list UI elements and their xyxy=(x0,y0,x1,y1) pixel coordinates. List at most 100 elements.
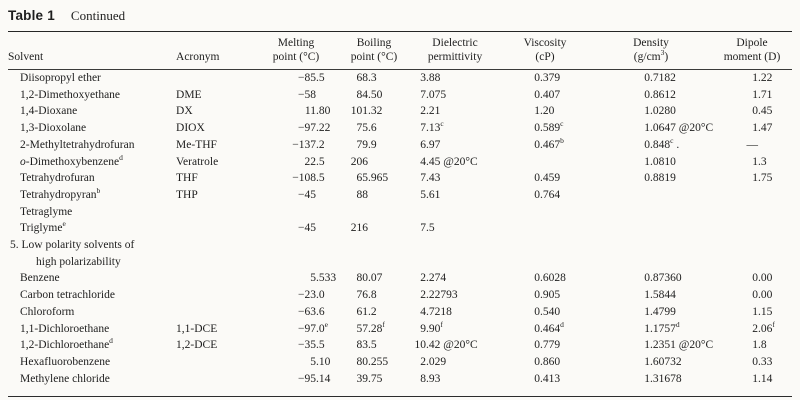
cell-solvent: Chloroform xyxy=(20,305,75,318)
cell-boiling-point: 216 xyxy=(350,222,368,235)
cell-density: 1.5844 xyxy=(644,289,676,302)
cell-dipole-moment: 1.15 xyxy=(752,305,773,318)
cell-boiling-point: 88 xyxy=(356,188,369,201)
cell-dipole-moment: 1.71 xyxy=(752,88,773,101)
cell-melting-point: −95.14 xyxy=(298,372,331,385)
bottom-rule xyxy=(8,396,792,398)
cell-dielectric-permittivity: 2.21 xyxy=(420,105,441,118)
cell-melting-point: 11.80 xyxy=(304,105,331,118)
cell-boiling-point: 68.3 xyxy=(356,72,377,84)
cell-melting-point: 5.10 xyxy=(310,355,331,368)
cell-acronym: THP xyxy=(176,188,198,201)
solvent-properties-table: Solvent Acronym Melting point (°C) Boiling p… xyxy=(8,32,792,387)
cell-acronym: DIOX xyxy=(176,122,205,135)
cell-viscosity: 1.20 xyxy=(534,105,555,118)
cell-viscosity: 0.540 xyxy=(534,305,561,318)
table-row: Carbon tetrachloride −23.0 76.8 2.22793 0.90… xyxy=(8,287,792,304)
cell-dipole-moment: 1.14 xyxy=(752,372,773,385)
cell-viscosity: 0.459 xyxy=(534,172,561,185)
cell-boiling-point: 79.9 xyxy=(356,138,377,151)
table-row: 1,3-Dioxolane DIOX −97.22 75.6 7.13c 0.589c 1.… xyxy=(8,120,792,137)
cell-viscosity: 0.779 xyxy=(534,339,561,352)
cell-viscosity: 0.379 xyxy=(534,72,561,84)
cell-density: 1.0280 xyxy=(644,105,676,118)
cell-dipole-moment: 1.75 xyxy=(752,172,773,185)
cell-boiling-point: 83.5 xyxy=(356,339,377,352)
cell-dielectric-permittivity: 2.029 xyxy=(420,355,447,368)
table-row: 1,2-Dimethoxyethane DME −58 84.50 7.075 0.407… xyxy=(8,87,792,104)
cell-solvent: Methylene chloride xyxy=(20,372,110,385)
table-row: 1,4-Dioxane DX 11.80 101.32 2.21 1.20 1.0280 0.… xyxy=(8,103,792,120)
cell-dipole-moment: 2.06f xyxy=(752,319,775,335)
cell-dipole-moment: 0.00 xyxy=(752,289,773,302)
table-row: Methylene chloride −95.14 39.75 8.93 0.413 1.… xyxy=(8,371,792,388)
table-row: 2-Methyltetrahydrofuran Me-THF −137.2 79.9 6… xyxy=(8,137,792,154)
cell-boiling-point: 57.28f xyxy=(356,319,385,335)
cell-dielectric-permittivity: 3.88 xyxy=(420,72,441,84)
table-row: Triglymee −45 216 7.5 xyxy=(8,220,792,237)
cell-boiling-point: 80.255 xyxy=(356,355,389,368)
table-row: o-Dimethoxybenzened Veratrole 22.5 206 4.45 … xyxy=(8,153,792,171)
cell-density xyxy=(590,204,712,221)
cell-solvent: 1,3-Dioxolane xyxy=(20,122,87,135)
cell-acronym: DME xyxy=(176,88,202,101)
cell-dielectric-permittivity: 2.274 xyxy=(420,272,447,285)
cell-acronym: Veratrole xyxy=(176,155,219,168)
cell-dipole-moment: — xyxy=(746,138,759,151)
cell-viscosity: 0.407 xyxy=(534,88,561,101)
table-row: Tetraglyme xyxy=(8,204,792,221)
cell-solvent: Tetrahydropyranb xyxy=(20,186,101,201)
cell-viscosity: 0.589c xyxy=(534,119,564,135)
cell-viscosity xyxy=(500,220,590,237)
cell-melting-point: 5.533 xyxy=(310,272,337,285)
cell-density: 0.87360 xyxy=(644,272,682,285)
cell-dipole-moment: 1.3 xyxy=(752,155,767,168)
cell-dipole-moment xyxy=(712,187,792,204)
cell-density: 0.8819 xyxy=(644,172,676,185)
col-header-density: Density (g/cm3) xyxy=(590,32,712,70)
section-header-cell: 5. Low polarity solvents of high polariza… xyxy=(10,239,135,268)
cell-solvent: Diisopropyl ether xyxy=(20,72,101,84)
cell-dielectric-permittivity xyxy=(410,204,500,221)
cell-dielectric-permittivity: 6.97 xyxy=(420,138,441,151)
cell-boiling-point: 76.8 xyxy=(356,289,377,302)
cell-melting-point: −45 xyxy=(298,188,316,201)
cell-acronym xyxy=(176,354,254,371)
cell-density: 1.1757d xyxy=(644,319,680,335)
cell-solvent: 1,2-Dichloroethaned xyxy=(20,336,113,352)
cell-boiling-point: 65.965 xyxy=(356,172,389,185)
cell-melting-point: −35.5 xyxy=(298,339,325,352)
cell-boiling-point: 61.2 xyxy=(356,305,377,318)
cell-viscosity: 0.413 xyxy=(534,372,561,385)
cell-dipole-moment: 0.33 xyxy=(752,355,773,368)
table-row: 1,2-Dichloroethaned 1,2-DCE −35.5 83.5 10.42… xyxy=(8,337,792,354)
cell-dipole-moment: 0.00 xyxy=(752,272,773,285)
cell-acronym xyxy=(176,204,254,221)
cell-dielectric-permittivity: 5.61 xyxy=(420,188,441,201)
section-header-row: 5. Low polarity solvents of high polariza… xyxy=(8,237,792,270)
col-header-viscosity: Viscosity (cP) xyxy=(500,32,590,70)
col-header-solvent: Solvent xyxy=(8,32,176,70)
cell-viscosity: 0.467b xyxy=(534,135,564,151)
cell-viscosity xyxy=(500,204,590,221)
cell-solvent: 1,4-Dioxane xyxy=(20,105,78,118)
cell-melting-point xyxy=(254,204,338,221)
cell-solvent: 2-Methyltetrahydrofuran xyxy=(20,138,135,151)
cell-solvent: Hexafluorobenzene xyxy=(20,355,111,368)
cell-dielectric-permittivity: 9.90f xyxy=(420,319,443,335)
table-row: Hexafluorobenzene 5.10 80.255 2.029 0.860 1.6… xyxy=(8,354,792,371)
cell-acronym: Me-THF xyxy=(176,138,217,151)
cell-boiling-point: 75.6 xyxy=(356,122,377,135)
cell-density: 1.4799 xyxy=(644,305,676,318)
cell-solvent: Carbon tetrachloride xyxy=(20,289,115,302)
cell-dipole-moment xyxy=(712,220,792,237)
col-header-dielectric-permittivity: Dielectric permittivity xyxy=(410,32,500,70)
cell-acronym: DX xyxy=(176,105,193,118)
cell-dielectric-permittivity: 7.5 xyxy=(420,222,435,235)
cell-dipole-moment: 1.22 xyxy=(752,72,773,84)
cell-dipole-moment xyxy=(712,204,792,221)
table-row: Benzene 5.533 80.07 2.274 0.6028 0.87360 0.00 xyxy=(8,270,792,287)
cell-dielectric-permittivity: 10.42 @20°C xyxy=(414,339,478,352)
cell-acronym xyxy=(176,70,254,87)
